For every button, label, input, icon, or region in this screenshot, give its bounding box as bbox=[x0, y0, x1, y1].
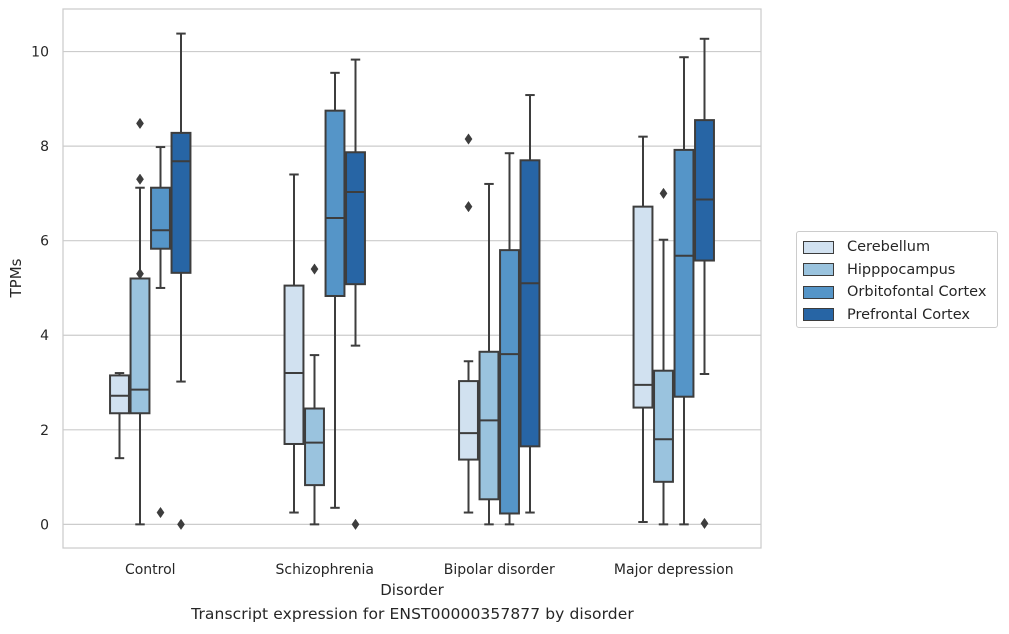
outlier-marker bbox=[136, 173, 144, 185]
legend-item-hippocampus: Hipppocampus bbox=[803, 259, 997, 282]
box-iqr bbox=[519, 159, 541, 448]
legend: Cerebellum Hipppocampus Orbitofontal Cor… bbox=[796, 231, 998, 328]
box-iqr bbox=[304, 407, 325, 487]
box-iqr bbox=[673, 148, 695, 398]
legend-label-hippocampus: Hipppocampus bbox=[847, 261, 956, 278]
y-tick-label-0: 0 bbox=[40, 517, 49, 533]
box-bipolar-disorder-hipppocampus bbox=[478, 182, 500, 526]
y-tick-label-6: 6 bbox=[40, 234, 49, 250]
y-axis-label: TPMs bbox=[7, 258, 25, 298]
outlier-marker bbox=[700, 517, 709, 530]
box-iqr bbox=[170, 131, 192, 274]
x-tick-labels: Control Schizophrenia Bipolar disorder Majo… bbox=[125, 562, 734, 578]
box-iqr bbox=[478, 350, 500, 501]
legend-label-cerebellum: Cerebellum bbox=[847, 239, 931, 256]
figure-caption: Transcript expression for ENST0000035787… bbox=[191, 605, 634, 623]
outlier-marker bbox=[464, 200, 473, 213]
outlier-marker bbox=[177, 518, 185, 530]
legend-item-orbitofrontal-cortex: Orbitofontal Cortex bbox=[803, 281, 997, 304]
x-axis-label: Disorder bbox=[380, 581, 444, 599]
box-iqr bbox=[345, 151, 366, 286]
box-schizophrenia-prefrontal-cortex bbox=[345, 58, 366, 530]
box-schizophrenia-orbitofontal-cortex bbox=[324, 71, 346, 509]
y-tick-label-10: 10 bbox=[31, 45, 49, 61]
legend-item-prefrontal-cortex: Prefrontal Cortex bbox=[803, 304, 997, 327]
legend-swatch-prefrontal-cortex bbox=[803, 308, 834, 322]
x-tick-label-control: Control bbox=[125, 562, 176, 578]
plot-area-frame bbox=[62, 8, 762, 549]
box-control-orbitofontal-cortex bbox=[150, 146, 171, 519]
legend-label-orbitofrontal-cortex: Orbitofontal Cortex bbox=[847, 284, 987, 301]
box-iqr bbox=[283, 284, 305, 445]
box-iqr bbox=[632, 205, 654, 409]
box-iqr bbox=[150, 186, 171, 250]
outlier-marker bbox=[659, 187, 668, 200]
box-schizophrenia-hipppocampus bbox=[304, 263, 325, 526]
box-control-cerebellum bbox=[109, 372, 130, 460]
legend-label-prefrontal-cortex: Prefrontal Cortex bbox=[847, 306, 970, 323]
box-iqr bbox=[694, 119, 715, 262]
outlier-marker bbox=[156, 506, 165, 519]
box-iqr bbox=[653, 369, 674, 483]
y-tick-label-2: 2 bbox=[40, 423, 49, 439]
box-bipolar-disorder-prefrontal-cortex bbox=[519, 94, 541, 514]
x-tick-label-bipolar-disorder: Bipolar disorder bbox=[444, 562, 555, 578]
legend-swatch-cerebellum bbox=[803, 240, 834, 254]
box-iqr bbox=[129, 277, 151, 415]
box-control-prefrontal-cortex bbox=[170, 32, 192, 530]
y-tick-label-8: 8 bbox=[40, 139, 49, 155]
box-iqr bbox=[324, 109, 346, 297]
box-major-depression-cerebellum bbox=[632, 135, 654, 523]
box-major-depression-orbitofontal-cortex bbox=[673, 56, 695, 526]
outlier-marker bbox=[310, 263, 319, 275]
outlier-marker bbox=[136, 117, 144, 130]
box-major-depression-prefrontal-cortex bbox=[694, 37, 715, 530]
box-iqr bbox=[458, 380, 479, 461]
box-major-depression-hipppocampus bbox=[653, 187, 674, 526]
box-groups bbox=[109, 32, 715, 530]
box-bipolar-disorder-cerebellum bbox=[458, 133, 479, 514]
legend-swatch-hippocampus bbox=[803, 263, 834, 277]
outlier-marker bbox=[136, 268, 144, 280]
box-schizophrenia-cerebellum bbox=[283, 173, 305, 514]
outlier-marker bbox=[464, 133, 473, 145]
x-tick-label-major-depression: Major depression bbox=[614, 562, 734, 578]
box-iqr bbox=[109, 374, 130, 415]
x-tick-label-schizophrenia: Schizophrenia bbox=[276, 562, 374, 578]
legend-swatch-orbitofrontal-cortex bbox=[803, 285, 834, 299]
y-tick-labels: 0 2 4 6 8 10 bbox=[31, 45, 49, 534]
outlier-marker bbox=[351, 518, 360, 530]
box-bipolar-disorder-orbitofontal-cortex bbox=[499, 152, 520, 526]
box-iqr bbox=[499, 249, 520, 515]
y-tick-label-4: 4 bbox=[40, 328, 49, 344]
legend-item-cerebellum: Cerebellum bbox=[803, 236, 997, 259]
box-control-hipppocampus bbox=[129, 117, 151, 526]
